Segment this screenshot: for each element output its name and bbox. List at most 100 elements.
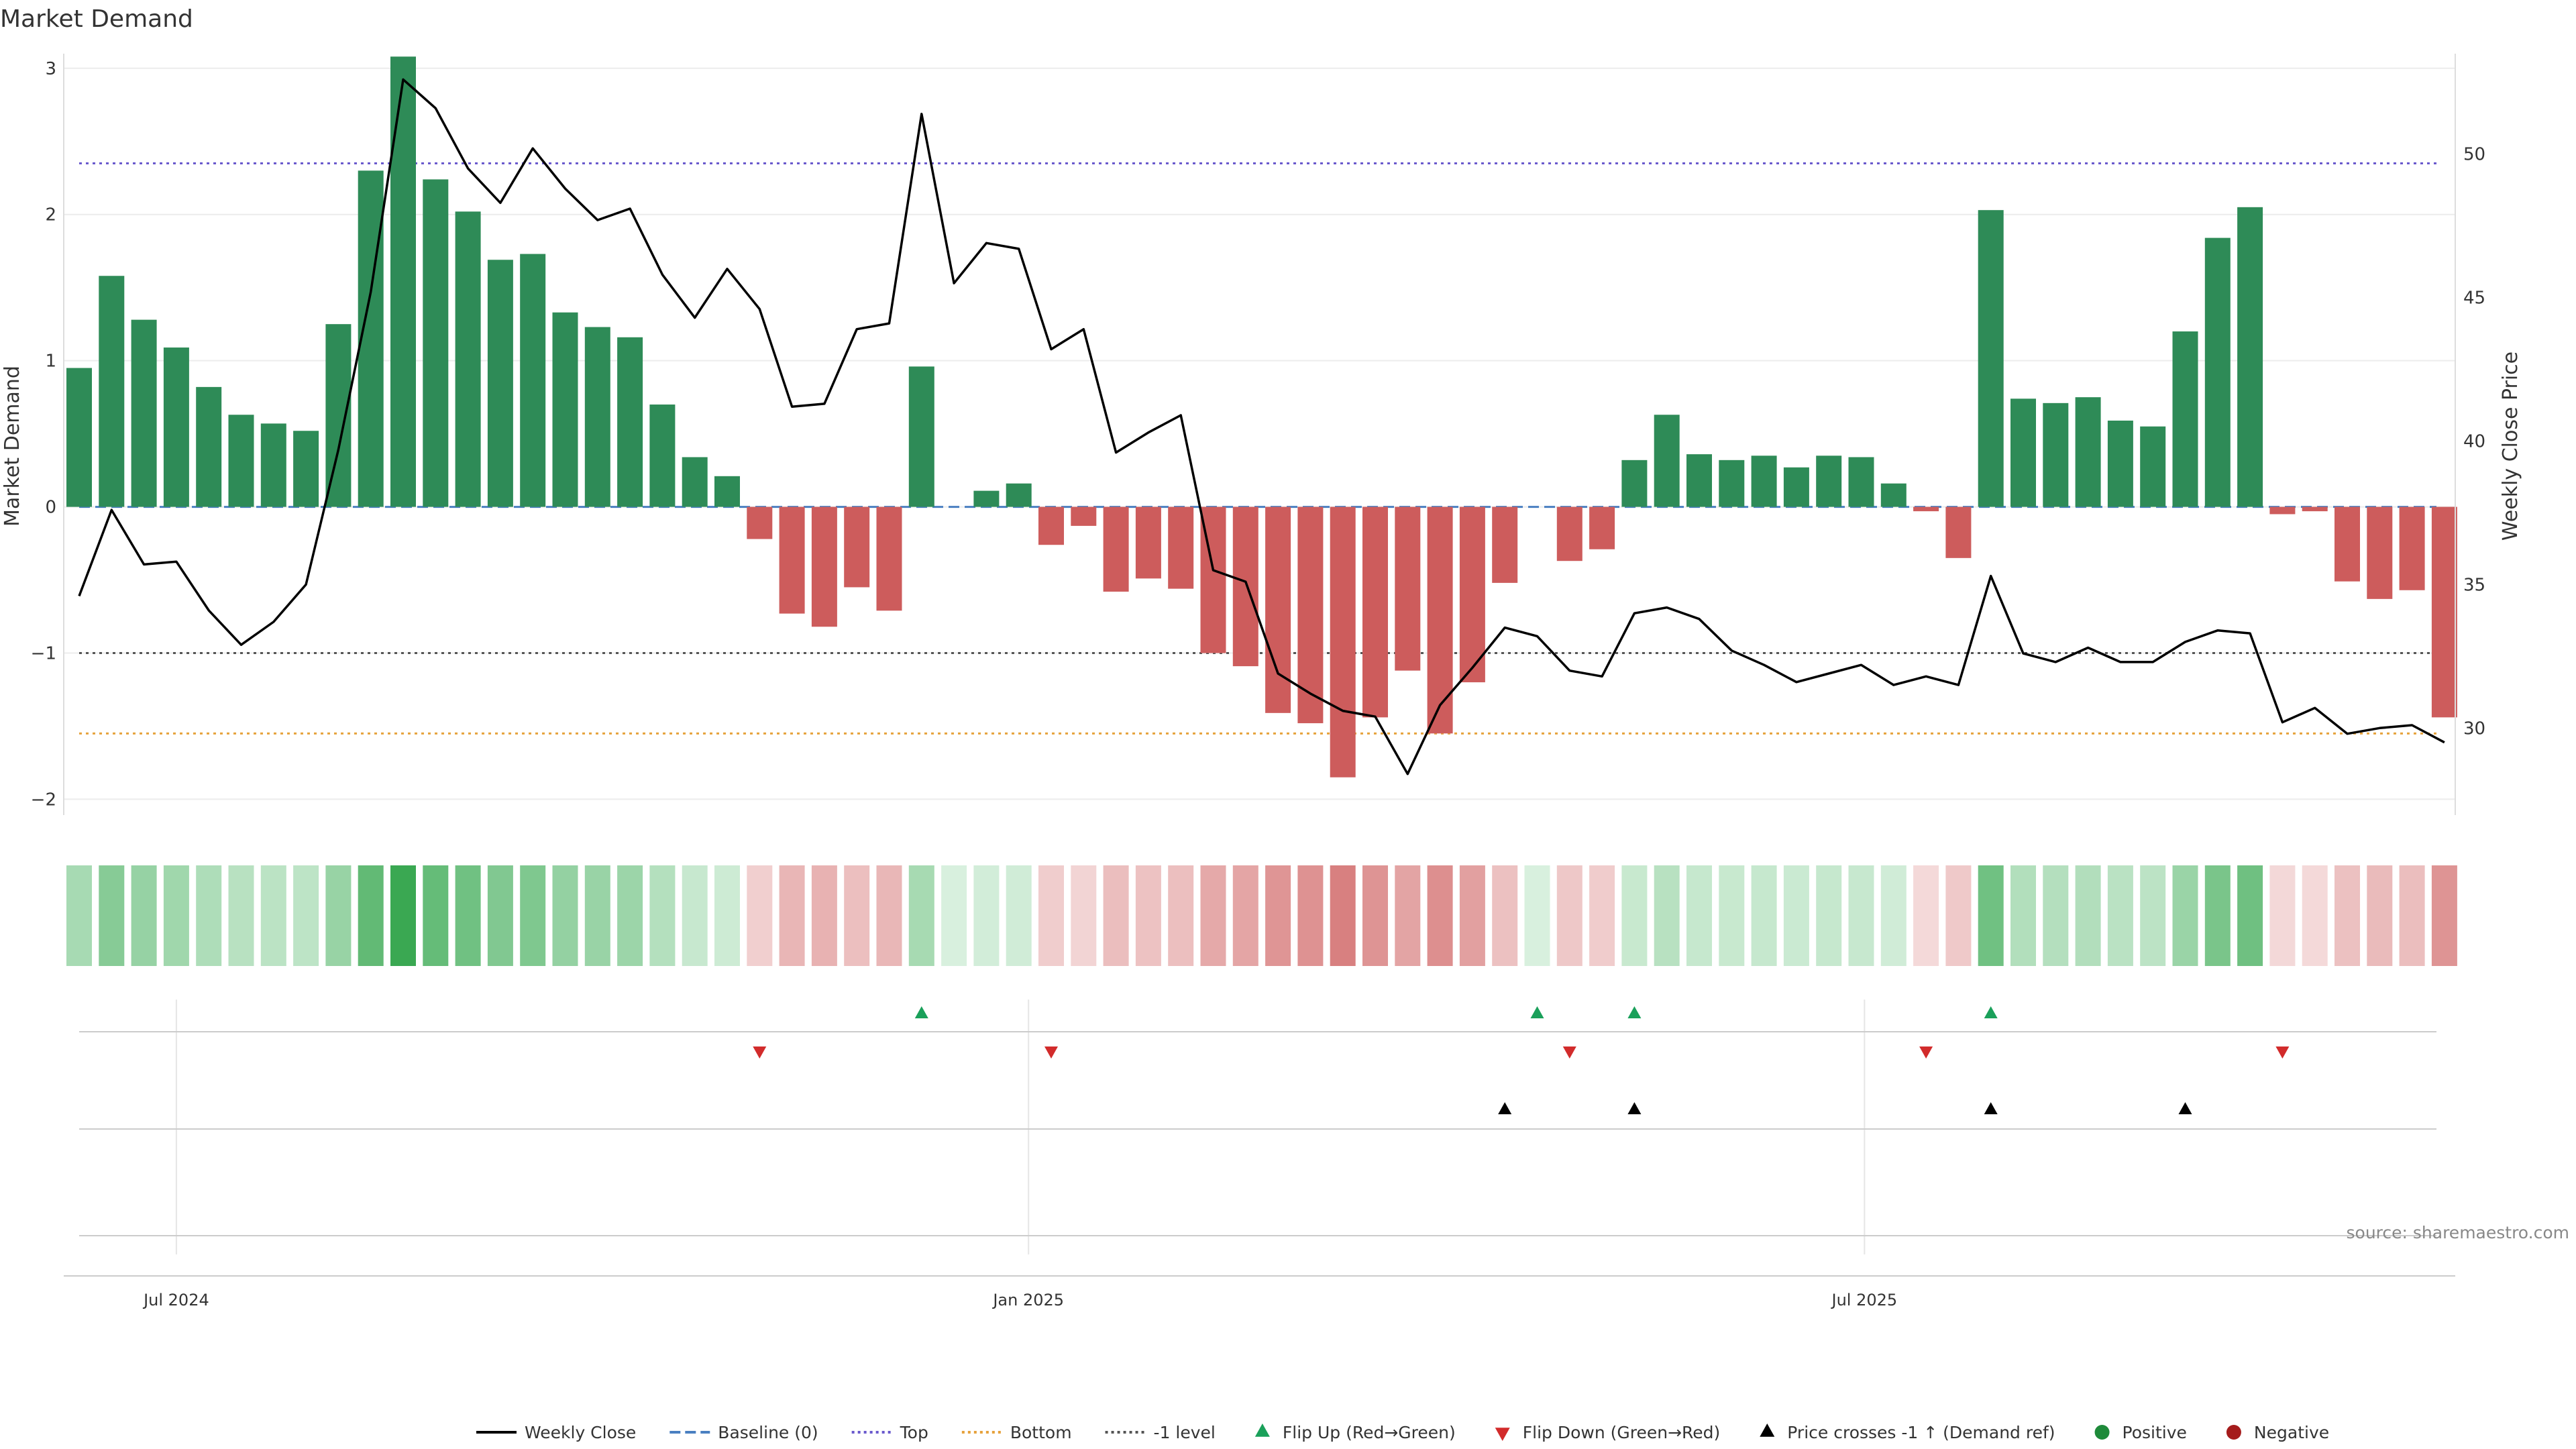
heat-cell bbox=[941, 865, 967, 966]
flip-down-marker bbox=[753, 1046, 767, 1059]
heat-cell bbox=[1006, 865, 1032, 966]
demand-bar bbox=[1978, 210, 2004, 507]
demand-bar bbox=[649, 405, 676, 507]
legend-item: Weekly Close bbox=[476, 1423, 636, 1442]
flip-down-marker bbox=[1562, 1046, 1576, 1059]
demand-bar bbox=[1945, 506, 1972, 558]
demand-bar bbox=[99, 276, 125, 507]
heat-cell bbox=[423, 865, 449, 966]
left-tick-label: 2 bbox=[45, 205, 56, 225]
legend-item: -1 level bbox=[1105, 1423, 1216, 1442]
heat-cell bbox=[1232, 865, 1258, 966]
demand-bar bbox=[520, 254, 546, 507]
heat-cell bbox=[973, 865, 1000, 966]
heat-cell bbox=[1395, 865, 1421, 966]
circle-icon bbox=[2094, 1425, 2110, 1440]
heat-cell bbox=[2204, 865, 2231, 966]
demand-bar bbox=[1816, 455, 1842, 507]
right-tick-label: 30 bbox=[2463, 718, 2485, 739]
heat-cell bbox=[455, 865, 481, 966]
event-panels bbox=[79, 1006, 2436, 1236]
triangle-up-icon bbox=[1254, 1424, 1270, 1437]
demand-bar bbox=[682, 457, 708, 507]
flip-up-marker bbox=[914, 1006, 928, 1018]
heat-cell bbox=[520, 865, 546, 966]
demand-bar bbox=[2237, 207, 2263, 507]
demand-bar bbox=[260, 423, 286, 507]
heat-cell bbox=[1589, 865, 1615, 966]
heat-cell bbox=[228, 865, 254, 966]
demand-bar bbox=[1556, 506, 1582, 561]
demand-bar bbox=[131, 319, 157, 507]
heat-cell bbox=[325, 865, 352, 966]
x-tick-label: Jan 2025 bbox=[991, 1291, 1064, 1309]
weekly-close-series bbox=[78, 78, 2445, 775]
heat-cell bbox=[1038, 865, 1064, 966]
heat-cell bbox=[1427, 865, 1453, 966]
demand-bar bbox=[1783, 467, 1809, 507]
left-tick-label: 3 bbox=[45, 59, 56, 79]
legend: Weekly Close Baseline (0) Top Bottom -1 leve… bbox=[476, 1423, 2329, 1442]
demand-bar bbox=[617, 337, 643, 507]
demand-bar bbox=[423, 179, 449, 507]
heat-cell bbox=[1459, 865, 1485, 966]
flip-down-marker bbox=[2275, 1046, 2290, 1059]
x-tick-label: Jul 2025 bbox=[1830, 1291, 1897, 1309]
left-tick-label: −2 bbox=[31, 790, 56, 810]
demand-bar bbox=[1330, 506, 1356, 777]
heat-cell bbox=[260, 865, 286, 966]
heat-cell bbox=[876, 865, 902, 966]
heat-cell bbox=[2302, 865, 2328, 966]
price-cross-marker bbox=[1498, 1102, 1512, 1114]
heat-cell bbox=[390, 865, 416, 966]
triangle-down-icon bbox=[1495, 1428, 1510, 1441]
left-tick-label: 1 bbox=[45, 352, 56, 372]
price-cross-marker bbox=[2178, 1102, 2192, 1114]
legend-item: Top bbox=[851, 1423, 928, 1442]
right-tick-label: 45 bbox=[2463, 288, 2485, 309]
weekly-close-line bbox=[78, 78, 2445, 775]
demand-bar bbox=[1103, 506, 1129, 592]
heat-cell bbox=[1848, 865, 1874, 966]
source-note: source: sharemaestro.com bbox=[2347, 1223, 2570, 1242]
legend-label: Positive bbox=[2123, 1423, 2187, 1442]
heat-cell bbox=[2075, 865, 2101, 966]
legend-item: Positive bbox=[2094, 1423, 2187, 1442]
demand-bar bbox=[1459, 506, 1485, 683]
demand-bar bbox=[552, 312, 578, 507]
demand-bar bbox=[293, 431, 319, 507]
demand-bar bbox=[2172, 331, 2198, 507]
demand-bar bbox=[1686, 454, 1712, 507]
legend-label: Negative bbox=[2254, 1423, 2329, 1442]
heat-cell bbox=[2107, 865, 2133, 966]
demand-bar bbox=[2334, 506, 2360, 582]
demand-bar bbox=[1719, 460, 1745, 507]
heat-cell bbox=[908, 865, 934, 966]
flip-up-marker bbox=[1530, 1006, 1544, 1018]
heat-cell bbox=[584, 865, 610, 966]
legend-item: Baseline (0) bbox=[669, 1423, 818, 1442]
legend-item: Price crosses -1 ↑ (Demand ref) bbox=[1760, 1423, 2055, 1442]
heat-cell bbox=[2172, 865, 2198, 966]
demand-bar bbox=[1135, 506, 1161, 579]
demand-bar bbox=[811, 506, 837, 627]
demand-bar bbox=[2367, 506, 2393, 599]
right-tick-label: 50 bbox=[2463, 145, 2485, 165]
heat-cell bbox=[1719, 865, 1745, 966]
demand-bar bbox=[455, 211, 481, 507]
left-axis-label: Market Demand bbox=[1, 366, 24, 527]
demand-bar bbox=[844, 506, 870, 588]
heat-cell bbox=[163, 865, 189, 966]
triangle-up-icon bbox=[1760, 1424, 1775, 1437]
heat-cell bbox=[1103, 865, 1129, 966]
demand-bar bbox=[325, 324, 352, 507]
heat-cell bbox=[1945, 865, 1972, 966]
heat-cell bbox=[779, 865, 805, 966]
left-tick-label: −1 bbox=[31, 643, 56, 663]
heat-cell bbox=[66, 865, 92, 966]
legend-label: Baseline (0) bbox=[718, 1423, 818, 1442]
legend-label: Top bbox=[900, 1423, 928, 1442]
demand-bar bbox=[1654, 415, 1680, 507]
demand-bar bbox=[163, 347, 189, 507]
heat-cell bbox=[2140, 865, 2166, 966]
